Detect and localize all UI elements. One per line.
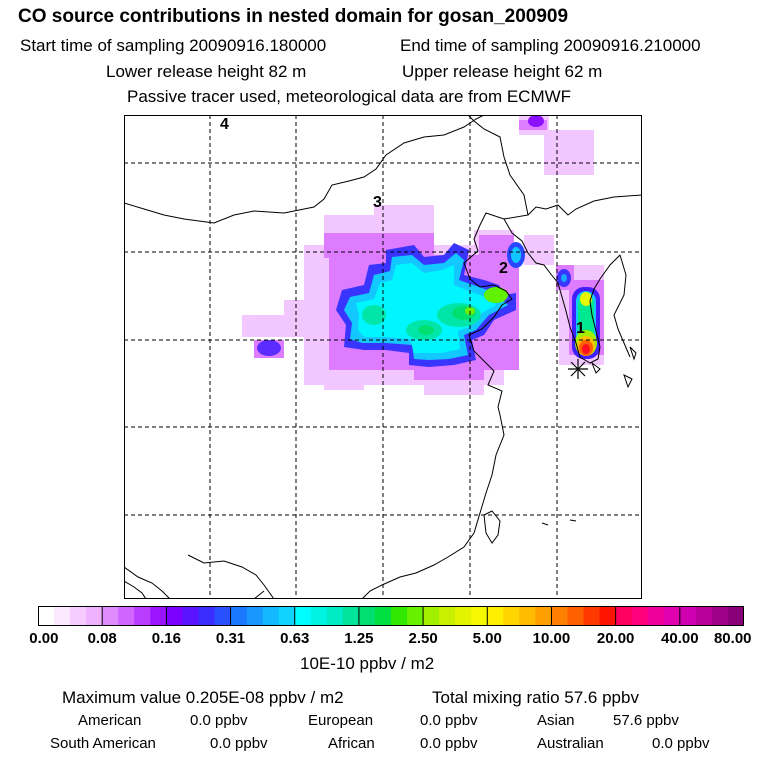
colorbar-cell	[567, 606, 585, 626]
colorbar-tick-label: 0.63	[280, 630, 310, 647]
colorbar-cell	[278, 606, 296, 626]
colorbar-tick-label: 0.31	[215, 630, 246, 647]
colorbar-cell	[246, 606, 264, 626]
colorbar-cell	[326, 606, 344, 626]
colorbar-cell	[230, 606, 248, 626]
colorbar-cell	[551, 606, 569, 626]
colorbar-cell	[391, 606, 408, 626]
colorbar-cell	[423, 606, 440, 626]
colorbar-cell	[38, 606, 55, 626]
total-mixing-ratio-label: Total mixing ratio 57.6 ppbv	[432, 688, 639, 707]
lower-release-height: Lower release height 82 m	[106, 62, 307, 81]
region-label-1: 1	[576, 320, 585, 337]
contrib-value-american: 0.0 ppbv	[190, 712, 248, 729]
colorbar-cell	[150, 606, 167, 626]
colorbar-cell	[471, 606, 488, 626]
colorbar-cell	[166, 606, 184, 626]
colorbar-tick-label: 1.25	[344, 630, 374, 647]
contrib-value-south-american: 0.0 ppbv	[210, 735, 268, 752]
map-panel: 1 2 3 4	[124, 115, 642, 599]
maximum-value-label: Maximum value 0.205E-08 ppbv / m2	[62, 688, 344, 707]
contrib-name-african: African	[328, 735, 375, 752]
contrib-value-australian: 0.0 ppbv	[652, 735, 710, 752]
colorbar-frame	[38, 606, 744, 626]
station-marker	[568, 359, 588, 379]
contrib-name-asian: Asian	[537, 712, 575, 729]
colorbar-cell	[615, 606, 633, 626]
colorbar-cell	[647, 606, 665, 626]
region-label-3: 3	[373, 194, 382, 211]
sampling-time-line: Start time of sampling 20090916.180000	[20, 36, 326, 56]
colorbar	[38, 606, 744, 626]
colorbar-cell	[727, 606, 744, 626]
colorbar-cell	[407, 606, 424, 626]
colorbar-tick-label: 0.08	[87, 630, 117, 647]
colorbar-tick-label: 20.00	[596, 630, 635, 647]
colorbar-cell	[294, 606, 312, 626]
colorbar-cell	[134, 606, 151, 626]
region-label-4: 4	[220, 116, 229, 133]
map-frame	[124, 115, 642, 599]
colorbar-cell	[599, 606, 617, 626]
colorbar-cell	[310, 606, 328, 626]
colorbar-cell	[519, 606, 537, 626]
plume-field	[242, 115, 604, 395]
end-time-label: End time of sampling 20090916.210000	[400, 36, 701, 55]
colorbar-tick-label: 0.00	[29, 630, 59, 647]
colorbar-tick-label: 80.00	[713, 630, 752, 647]
colorbar-cell	[503, 606, 520, 626]
colorbar-cell	[358, 606, 376, 626]
colorbar-tick-label: 0.16	[151, 630, 181, 647]
colorbar-cell	[631, 606, 649, 626]
contrib-value-asian: 57.6 ppbv	[613, 712, 679, 729]
colorbar-tick-label: 5.00	[472, 630, 502, 647]
coastlines	[124, 115, 642, 599]
colorbar-cell	[679, 606, 697, 626]
contrib-name-european: European	[308, 712, 374, 729]
colorbar-cell	[487, 606, 504, 626]
colorbar-cell	[583, 606, 601, 626]
colorbar-tick-label: 40.00	[661, 630, 699, 647]
colorbar-cell	[342, 606, 360, 626]
colorbar-cell	[102, 606, 119, 626]
grid-lines	[124, 115, 642, 599]
colorbar-cell	[711, 606, 729, 626]
start-time-label: Start time of sampling 20090916.180000	[20, 36, 327, 55]
chart-title: CO source contributions in nested domain…	[18, 6, 569, 27]
colorbar-cell	[695, 606, 713, 626]
contrib-name-australian: Australian	[537, 735, 604, 752]
contrib-name-south-american: South American	[50, 735, 156, 752]
colorbar-cell	[663, 606, 681, 626]
colorbar-units: 10E-10 ppbv / m2	[300, 654, 435, 673]
colorbar-cell	[86, 606, 103, 626]
colorbar-cell	[374, 606, 392, 626]
upper-release-height: Upper release height 62 m	[402, 62, 603, 81]
colorbar-cell	[198, 606, 216, 626]
colorbar-cell	[70, 606, 87, 626]
colorbar-cell	[439, 606, 456, 626]
colorbar-tick-label: 2.50	[408, 630, 438, 647]
colorbar-cell	[214, 606, 232, 626]
colorbar-tick-label: 10.00	[532, 630, 571, 647]
colorbar-cell	[182, 606, 200, 626]
colorbar-cell	[262, 606, 280, 626]
contrib-value-african: 0.0 ppbv	[420, 735, 478, 752]
tracer-note: Passive tracer used, meteorological data…	[127, 87, 572, 106]
colorbar-cell	[54, 606, 71, 626]
contrib-name-american: American	[78, 712, 142, 729]
colorbar-cell	[118, 606, 135, 626]
colorbar-cell	[535, 606, 553, 626]
colorbar-cell	[455, 606, 472, 626]
region-label-2: 2	[499, 260, 508, 277]
contrib-value-european: 0.0 ppbv	[420, 712, 478, 729]
